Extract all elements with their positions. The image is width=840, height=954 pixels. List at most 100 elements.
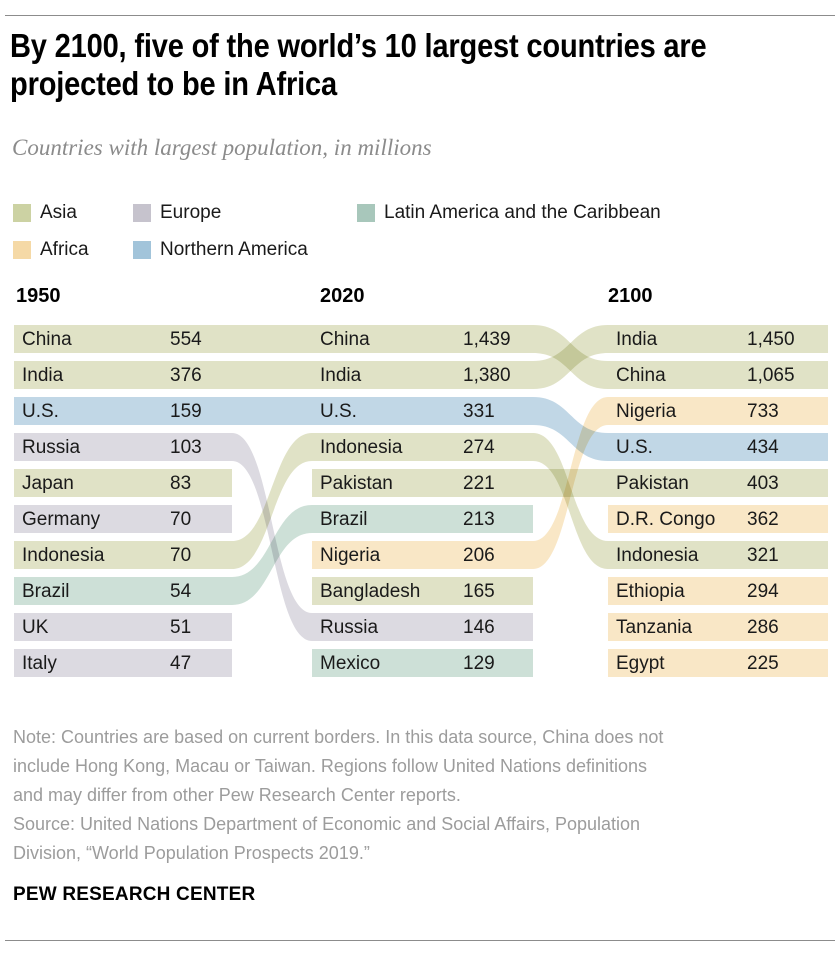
country-bar-2100-tanzania: Tanzania 286 [608,613,828,641]
country-value: 103 [170,437,202,458]
country-name: Indonesia [22,545,105,566]
flow-ribbon-china-gap0 [232,325,312,353]
country-name: Mexico [320,653,381,674]
country-value: 403 [747,473,779,494]
country-name: D.R. Congo [616,509,716,530]
country-value: 70 [170,545,192,566]
note-line: and may differ from other Pew Research C… [13,785,461,805]
legend-item-northern-america: Northern America [133,239,308,261]
flow-ribbon-india-gap0 [232,361,312,389]
country-bar-1950-russia: Russia 103 [14,433,232,461]
country-value: 129 [463,653,495,674]
country-bar-2100-india: India 1,450 [608,325,828,353]
legend-label: Asia [40,202,77,223]
flow-ribbon-india-gap1 [533,325,608,389]
country-name: Pakistan [616,473,689,494]
country-value: 159 [170,401,202,422]
country-name: China [616,365,666,386]
country-bar-2100-pakistan: Pakistan 403 [608,469,828,497]
country-value: 376 [170,365,202,386]
country-name: U.S. [22,401,59,422]
country-name: U.S. [320,401,357,422]
country-name: Japan [22,473,74,494]
country-name: India [320,365,362,386]
country-bar-1950-china: China 554 [14,325,232,353]
country-name: UK [22,617,49,638]
country-bar-2020-pakistan: Pakistan 221 [312,469,533,497]
country-bar-2020-u-s: U.S. 331 [312,397,533,425]
country-bar-1950-japan: Japan 83 [14,469,232,497]
legend-swatch-icon [13,204,31,222]
country-name: Bangladesh [320,581,421,602]
country-name: India [22,365,64,386]
country-bar-2100-indonesia: Indonesia 321 [608,541,828,569]
country-bar-2100-egypt: Egypt 225 [608,649,828,677]
flow-ribbon-u-s-gap0 [232,397,312,425]
country-value: 225 [747,653,779,674]
country-name: Indonesia [320,437,403,458]
country-name: Tanzania [616,617,693,638]
country-value: 434 [747,437,779,458]
legend-swatch-icon [13,241,31,259]
country-name: Ethiopia [616,581,685,602]
country-bar-1950-brazil: Brazil 54 [14,577,232,605]
column-header-2100: 2100 [608,285,653,307]
country-value: 146 [463,617,495,638]
pew-research-center-wordmark: PEW RESEARCH CENTER [13,884,256,905]
legend-item-latin-america-and-the-caribbean: Latin America and the Caribbean [357,202,661,224]
country-bar-2020-russia: Russia 146 [312,613,533,641]
chart-subtitle: Countries with largest population, in mi… [12,135,432,160]
country-value: 1,439 [463,329,511,350]
country-bar-2100-u-s: U.S. 434 [608,433,828,461]
country-value: 1,380 [463,365,511,386]
country-bar-2020-nigeria: Nigeria 206 [312,541,533,569]
country-value: 321 [747,545,779,566]
country-name: Brazil [22,581,70,602]
country-name: U.S. [616,437,653,458]
country-bar-2020-bangladesh: Bangladesh 165 [312,577,533,605]
bottom-divider [5,940,835,941]
country-name: Indonesia [616,545,699,566]
country-value: 70 [170,509,192,530]
legend-item-europe: Europe [133,202,221,224]
note-line: include Hong Kong, Macau or Taiwan. Regi… [13,756,648,776]
legend-swatch-icon [357,204,375,222]
page-title: By 2100, five of the world’s 10 largest … [10,27,828,103]
flow-ribbon-u-s-gap1 [533,397,608,461]
title-line-1: By 2100, five of the world’s 10 largest … [10,27,707,64]
country-name: Nigeria [320,545,381,566]
country-bar-2100-d-r-congo: D.R. Congo 362 [608,505,828,533]
country-bar-2100-ethiopia: Ethiopia 294 [608,577,828,605]
column-header-2020: 2020 [320,285,365,307]
country-bar-1950-uk: UK 51 [14,613,232,641]
country-name: China [320,329,370,350]
country-value: 331 [463,401,495,422]
note-line: Note: Countries are based on current bor… [13,727,664,747]
country-bar-1950-germany: Germany 70 [14,505,232,533]
country-bar-2020-mexico: Mexico 129 [312,649,533,677]
legend-item-asia: Asia [13,202,77,224]
legend-label: Latin America and the Caribbean [384,202,661,223]
flow-ribbon-indonesia-gap0 [232,433,312,569]
country-value: 1,065 [747,365,795,386]
legend-label: Europe [160,202,222,223]
country-bar-2100-china: China 1,065 [608,361,828,389]
legend-label: Africa [40,239,89,260]
source-line: Source: United Nations Department of Eco… [13,814,641,834]
country-name: Egypt [616,653,665,674]
flow-ribbon-russia-gap0 [232,433,312,641]
country-name: Brazil [320,509,368,530]
country-value: 286 [747,617,779,638]
flow-ribbon-nigeria-gap1 [533,397,608,569]
country-value: 206 [463,545,495,566]
flow-ribbon-brazil-gap0 [232,505,312,605]
country-name: Russia [320,617,379,638]
country-value: 165 [463,581,495,602]
country-name: Russia [22,437,81,458]
legend-label: Northern America [160,239,308,260]
legend-swatch-icon [133,241,151,259]
country-value: 221 [463,473,495,494]
country-name: Germany [22,509,101,530]
country-value: 294 [747,581,779,602]
